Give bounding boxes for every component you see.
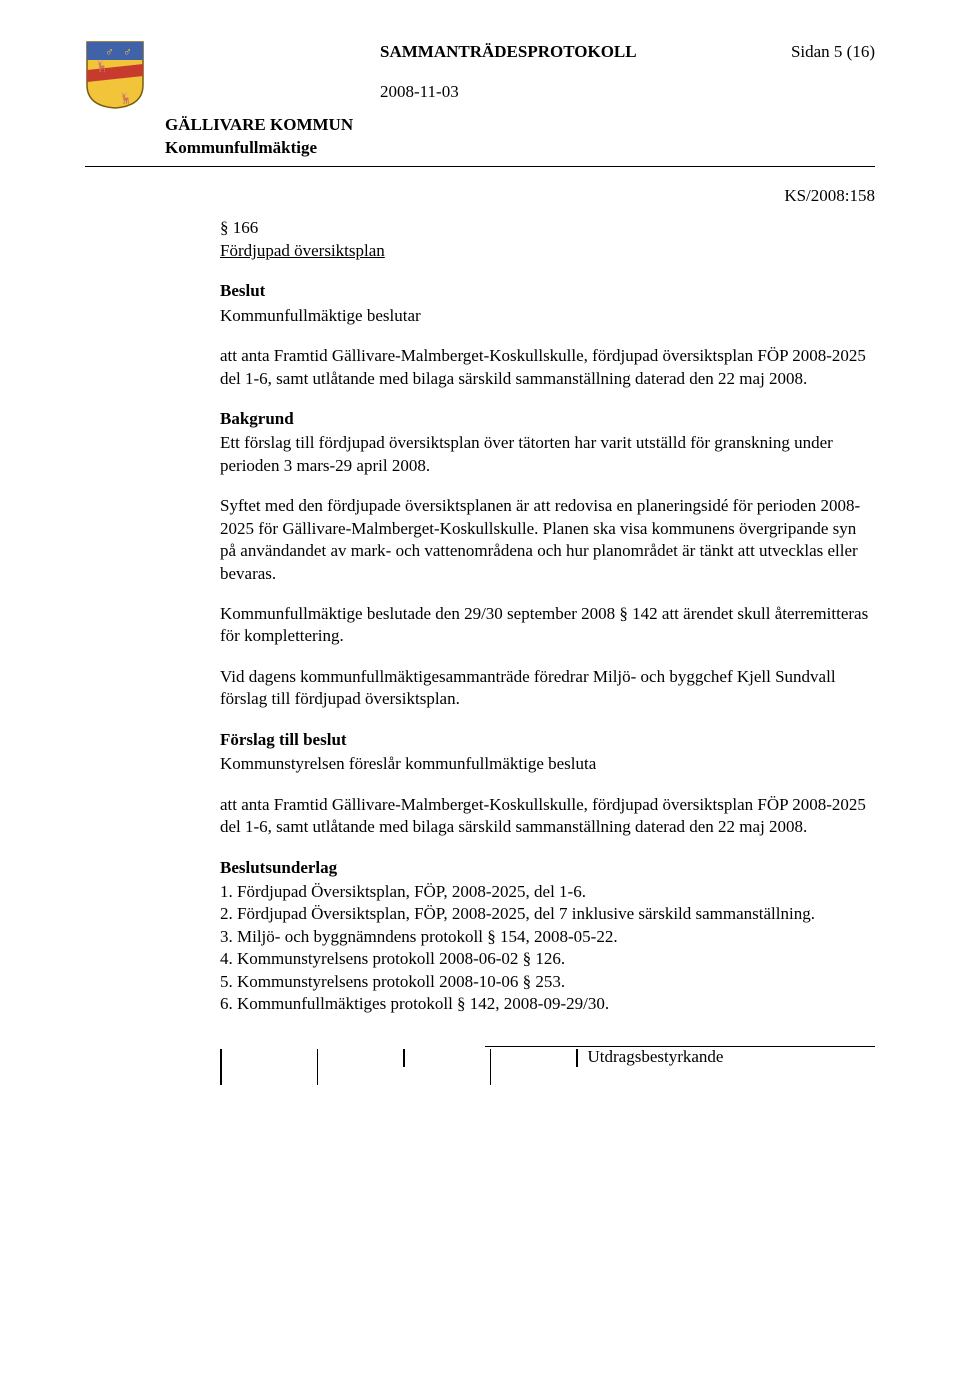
list-item: 3. Miljö- och byggnämndens protokoll § 1…	[220, 926, 875, 948]
beslut-line: Kommunfullmäktige beslutar	[220, 305, 875, 327]
org-name: GÄLLIVARE KOMMUN	[165, 114, 875, 137]
beslut-paragraph: att anta Framtid Gällivare-Malmberget-Ko…	[220, 345, 875, 390]
list-item: 5. Kommunstyrelsens protokoll 2008-10-06…	[220, 971, 875, 993]
forslag-line: Kommunstyrelsen föreslår kommunfullmäkti…	[220, 753, 875, 775]
svg-text:♂: ♂	[105, 45, 114, 59]
list-item: 4. Kommunstyrelsens protokoll 2008-06-02…	[220, 948, 875, 970]
svg-text:♂: ♂	[123, 45, 132, 59]
bakgrund-p3: Kommunfullmäktige beslutade den 29/30 se…	[220, 603, 875, 648]
signature-slots	[220, 1049, 578, 1085]
page-number: Sidan 5 (16)	[791, 42, 875, 62]
document-title: SAMMANTRÄDESPROTOKOLL	[380, 42, 637, 62]
forslag-heading: Förslag till beslut	[220, 729, 875, 751]
section-number: § 166	[220, 217, 875, 239]
document-body: KS/2008:158 § 166 Fördjupad översiktspla…	[220, 185, 875, 1016]
beslut-heading: Beslut	[220, 280, 875, 302]
underlag-list: 1. Fördjupad Översiktsplan, FÖP, 2008-20…	[220, 881, 875, 1016]
case-reference: KS/2008:158	[220, 185, 875, 207]
page-footer: Utdragsbestyrkande	[220, 1046, 875, 1089]
bakgrund-p4: Vid dagens kommunfullmäktigesammanträde …	[220, 666, 875, 711]
list-item: 2. Fördjupad Översiktsplan, FÖP, 2008-20…	[220, 903, 875, 925]
footer-label: Utdragsbestyrkande	[588, 1047, 724, 1067]
municipal-crest-icon: ♂ ♂ 🦌 🦌	[85, 40, 145, 110]
svg-text:🦌: 🦌	[119, 92, 133, 105]
org-unit: Kommunfullmäktige	[165, 137, 875, 160]
section-title: Fördjupad översiktsplan	[220, 240, 875, 262]
list-item: 1. Fördjupad Översiktsplan, FÖP, 2008-20…	[220, 881, 875, 903]
page-header: ♂ ♂ 🦌 🦌 SAMMANTRÄDESPROTOKOLL Sidan 5 (1…	[85, 40, 875, 160]
list-item: 6. Kommunfullmäktiges protokoll § 142, 2…	[220, 993, 875, 1015]
page: ♂ ♂ 🦌 🦌 SAMMANTRÄDESPROTOKOLL Sidan 5 (1…	[0, 0, 960, 1376]
underlag-heading: Beslutsunderlag	[220, 857, 875, 879]
header-text-block: SAMMANTRÄDESPROTOKOLL Sidan 5 (16) 2008-…	[165, 40, 875, 160]
svg-text:🦌: 🦌	[95, 60, 109, 73]
document-date: 2008-11-03	[380, 82, 875, 102]
header-divider	[85, 166, 875, 167]
forslag-paragraph: att anta Framtid Gällivare-Malmberget-Ko…	[220, 794, 875, 839]
bakgrund-heading: Bakgrund	[220, 408, 875, 430]
bakgrund-p1: Ett förslag till fördjupad översiktsplan…	[220, 432, 875, 477]
bakgrund-p2: Syftet med den fördjupade översiktsplane…	[220, 495, 875, 585]
